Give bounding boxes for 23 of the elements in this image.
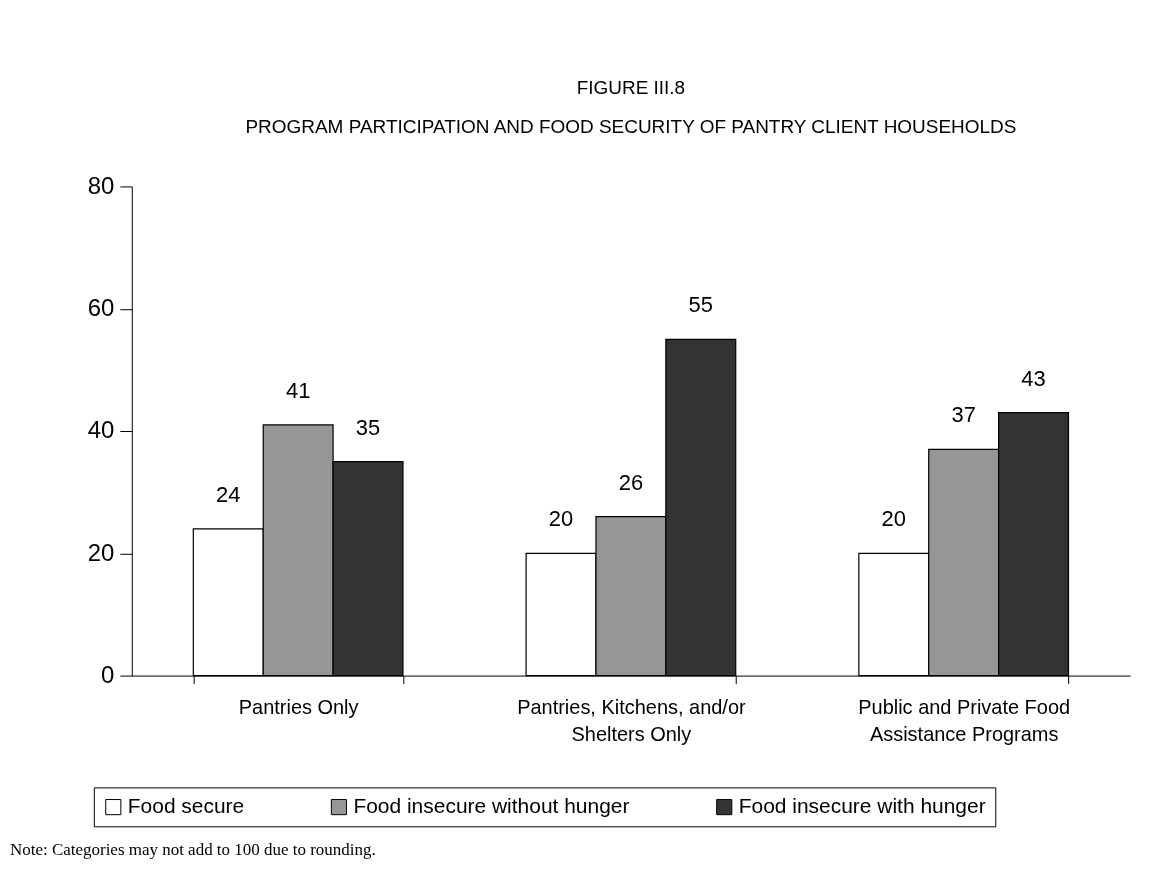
y-tick-label: 60 xyxy=(87,294,115,322)
data-label: 37 xyxy=(951,402,976,428)
data-label: 26 xyxy=(618,469,644,495)
data-label: 35 xyxy=(355,414,381,440)
data-label: 43 xyxy=(1021,365,1046,391)
y-tick-label: 40 xyxy=(87,416,115,444)
data-label: 55 xyxy=(688,292,713,318)
data-label: 20 xyxy=(548,506,574,532)
legend-label: Food secure xyxy=(127,794,245,818)
x-tick-label: Public and Private Food Assistance Programs xyxy=(858,696,1071,745)
text: Note: Categories may not add to 100 due to rounding. xyxy=(9,840,376,860)
legend-label: Food insecure without hunger xyxy=(353,794,630,818)
legend-label: Food insecure with hunger xyxy=(738,794,986,818)
y-tick-label: 80 xyxy=(87,171,115,199)
data-label: 20 xyxy=(881,506,906,532)
x-tick-label: Pantries, Kitchens, and/or Shelters Only xyxy=(517,696,746,745)
data-label: 41 xyxy=(285,377,311,403)
x-tick-label: Pantries Only xyxy=(238,696,359,719)
chart-title: FIGURE III.8 xyxy=(576,76,686,98)
y-tick-label: 20 xyxy=(87,538,115,566)
chart-subtitle: PROGRAM PARTICIPATION AND FOOD SECURITY OF PANTRY CLIENT HOUSEHOLDS xyxy=(245,115,1017,137)
y-tick-label: 0 xyxy=(100,661,115,689)
data-label: 24 xyxy=(216,481,241,507)
